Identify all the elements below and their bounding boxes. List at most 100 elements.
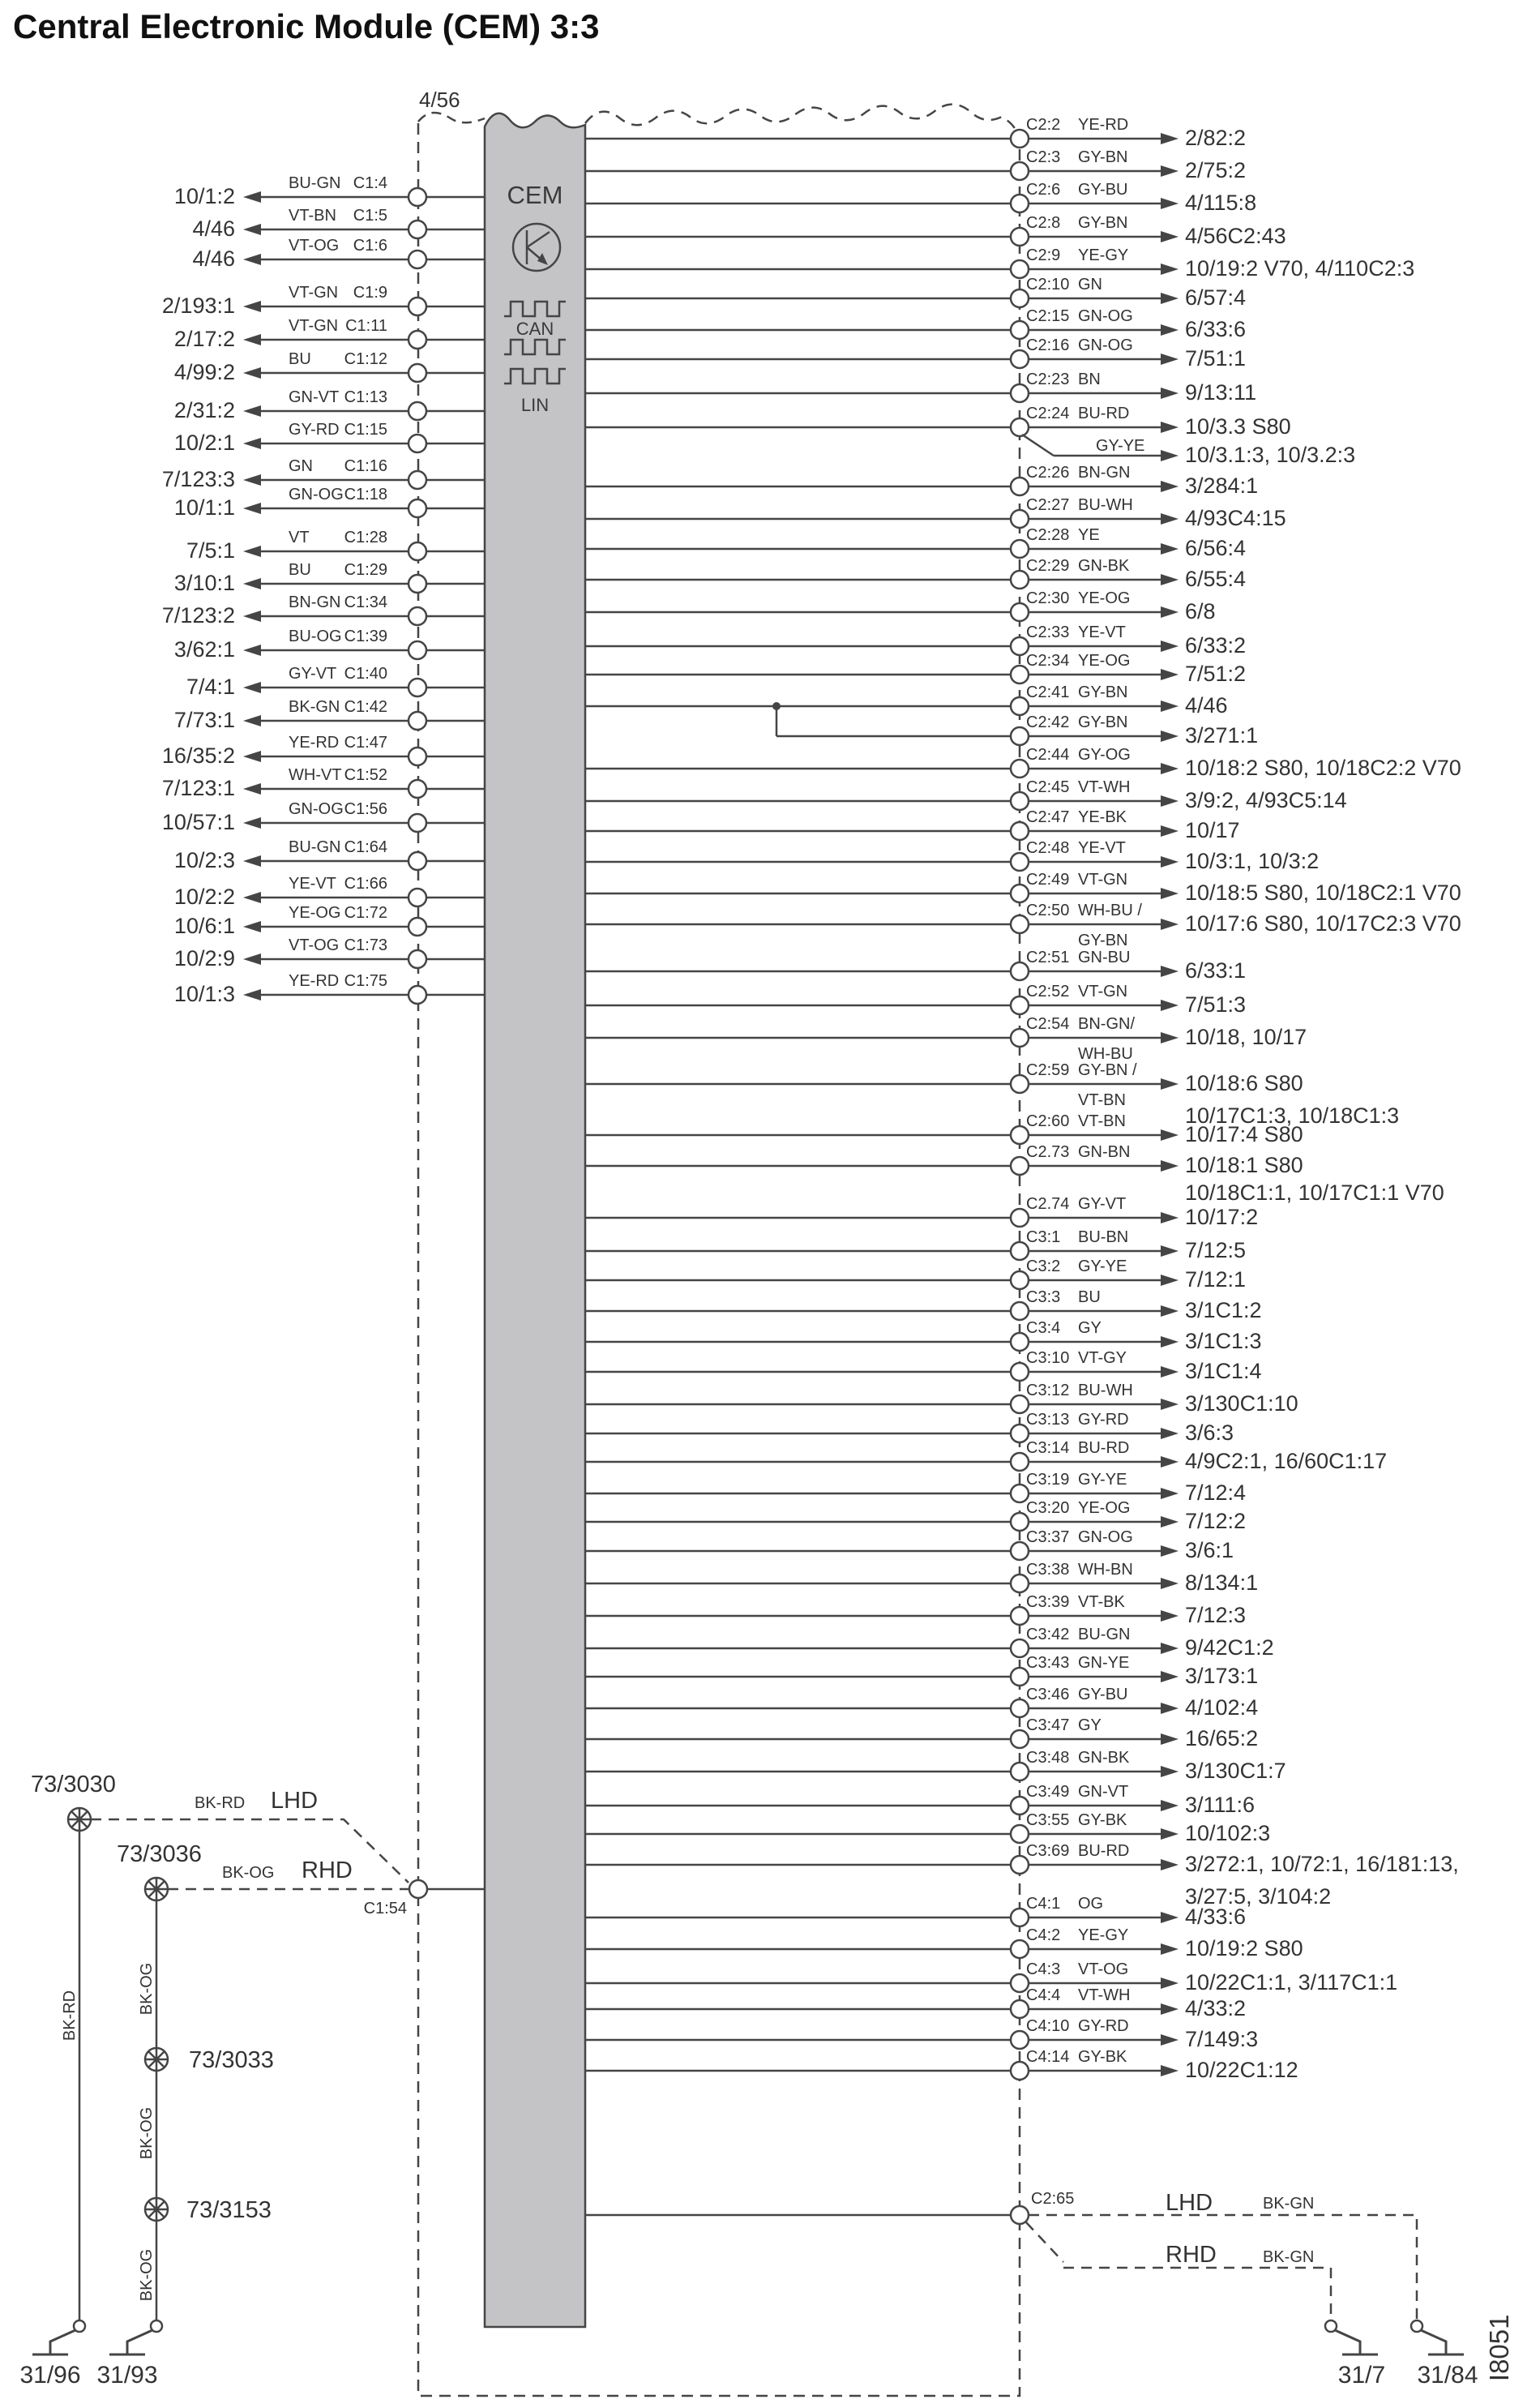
rhd-ground-variant-label: RHD — [1166, 2242, 1217, 2268]
pin-label: C2:59 — [1026, 1061, 1070, 1079]
arrowhead-right — [1161, 1516, 1179, 1527]
pin-label: C2.74 — [1026, 1195, 1070, 1213]
wire-row-right — [585, 1973, 1179, 1994]
pin-label: C3:37 — [1026, 1528, 1070, 1546]
wire-row-right — [585, 791, 1179, 812]
wire-color-label: GN-OG — [1078, 307, 1133, 325]
arrowhead-right — [1161, 1643, 1179, 1654]
arrowhead-right — [1161, 1129, 1179, 1141]
destination-label: 7/123:2 — [161, 603, 235, 628]
wire-row-right — [585, 226, 1179, 247]
arrowhead-right — [1161, 2034, 1179, 2046]
wire-color-label: GN-BN — [1078, 1143, 1131, 1161]
pin-label: C2:54 — [1026, 1015, 1070, 1033]
pin-label: C3:14 — [1026, 1439, 1070, 1457]
destination-label: 3/130C1:10 — [1185, 1391, 1298, 1416]
arrowhead-right — [1161, 198, 1179, 209]
arrowhead-right — [1161, 669, 1179, 680]
bk-rd-wire-label: BK-RD — [195, 1794, 246, 1812]
destination-label-above: 10/18C1:1, 10/17C1:1 V70 — [1185, 1180, 1444, 1205]
destination-label: 4/33:2 — [1185, 1996, 1247, 2020]
pin-circle — [1009, 508, 1030, 529]
ground-31-84-label: 31/84 — [1417, 2362, 1478, 2389]
wire-row-right — [585, 288, 1179, 309]
pin-label: C2:42 — [1026, 713, 1070, 731]
wire-row-right — [585, 696, 1179, 717]
splice-73-3030-icon — [66, 1806, 92, 1832]
pin-circle — [407, 606, 428, 627]
destination-label: 3/6:3 — [1185, 1420, 1234, 1445]
wire-color-label: VT-GN — [1078, 983, 1128, 1000]
wire-color-label: GY — [1078, 1716, 1102, 1734]
wire-row-right — [585, 1027, 1179, 1048]
pin-circle — [407, 541, 428, 562]
destination-label: 7/5:1 — [186, 538, 235, 563]
can-waveform-icon-2 — [504, 338, 566, 356]
wire-color-label: GY-BK — [1078, 1811, 1127, 1829]
destination-label: 2/31:2 — [173, 398, 235, 422]
wire-color-label: GN-OG — [1078, 336, 1133, 354]
pin-circle — [1009, 2060, 1030, 2081]
destination-label: 6/56:4 — [1185, 536, 1247, 560]
pin-circle — [1009, 319, 1030, 341]
wire-row-right — [585, 1698, 1179, 1719]
pin-circle — [1009, 851, 1030, 872]
wire-color-label: VT-GY — [1078, 1349, 1127, 1367]
pin-circle — [407, 401, 428, 422]
pin-label: C3:39 — [1026, 1593, 1070, 1611]
wire-color-label: YE-OG — [1078, 1499, 1131, 1517]
pin-label-c2-65: C2:65 — [1031, 2190, 1075, 2208]
destination-label: 8/134:1 — [1185, 1570, 1259, 1595]
destination-label: 4/102:4 — [1185, 1695, 1259, 1720]
wire-row-left — [243, 498, 485, 519]
wire-color-label: GY-BK — [1078, 2048, 1127, 2066]
pin-label-c1-54: C1:54 — [363, 1900, 407, 1917]
pin-label: C2:9 — [1026, 246, 1061, 264]
pin-circle — [1009, 883, 1030, 904]
wire-color-label: GN-OG — [1078, 1528, 1133, 1546]
destination-label: 7/12:4 — [1185, 1480, 1247, 1505]
wire-row-left — [243, 812, 485, 833]
destination-label: 6/8 — [1185, 599, 1216, 623]
pin-circle — [1009, 1483, 1030, 1504]
bk-og-riser-label-a: BK-OG — [138, 1962, 156, 2016]
wire-color-label: WH-BN — [1078, 1561, 1133, 1579]
wire-color-label: YE-OG — [289, 904, 341, 922]
wire-color-label: GN — [289, 457, 313, 475]
wire-branch-c2-24 — [1021, 433, 1179, 461]
bk-gn-lhd-wire-label: BK-GN — [1263, 2195, 1315, 2213]
pin-label: C2:3 — [1026, 148, 1061, 166]
arrowhead-right — [1161, 1366, 1179, 1378]
wire-color-label: GY-RD — [1078, 1411, 1129, 1429]
wire-color-label: BU-RD — [1078, 405, 1130, 422]
destination-label: 3/1C1:2 — [1185, 1298, 1262, 1322]
destination-label: 10/17:2 — [1185, 1205, 1259, 1229]
destination-label: 10/19:2 V70, 4/110C2:3 — [1185, 256, 1415, 281]
arrowhead-right — [1161, 513, 1179, 525]
pin-circle — [1009, 726, 1030, 747]
wire-color-label: BU-OG — [289, 628, 342, 645]
wire-row-left — [243, 219, 485, 240]
wire-color-label: GY-OG — [1078, 746, 1131, 764]
arrowhead-right — [1161, 731, 1179, 742]
destination-label: 7/123:1 — [161, 776, 235, 800]
wire-color-label: YE-RD — [1078, 116, 1129, 134]
wire-color-label: GN-OG — [289, 800, 344, 818]
wire-row-right — [585, 193, 1179, 214]
pin-label: C3:19 — [1026, 1471, 1070, 1489]
arrowhead-right — [1161, 1766, 1179, 1777]
wire-row-right — [585, 1729, 1179, 1750]
wire-row-right — [585, 1573, 1179, 1594]
wire-color-label-2: WH-BU — [1078, 1045, 1133, 1063]
wire-row-left — [243, 984, 485, 1005]
destination-label: 7/51:1 — [1185, 346, 1247, 371]
wire-row-right — [585, 1540, 1179, 1562]
destination-label: 10/3.3 S80 — [1185, 414, 1291, 439]
destination-label: 3/62:1 — [173, 637, 235, 662]
arrowhead-right — [1161, 2003, 1179, 2015]
pin-label: C1:16 — [344, 457, 387, 475]
wire-row-left — [243, 249, 485, 270]
destination-label: 7/4:1 — [186, 675, 235, 699]
destination-label: 10/57:1 — [161, 810, 235, 834]
wire-row-right — [585, 128, 1179, 149]
